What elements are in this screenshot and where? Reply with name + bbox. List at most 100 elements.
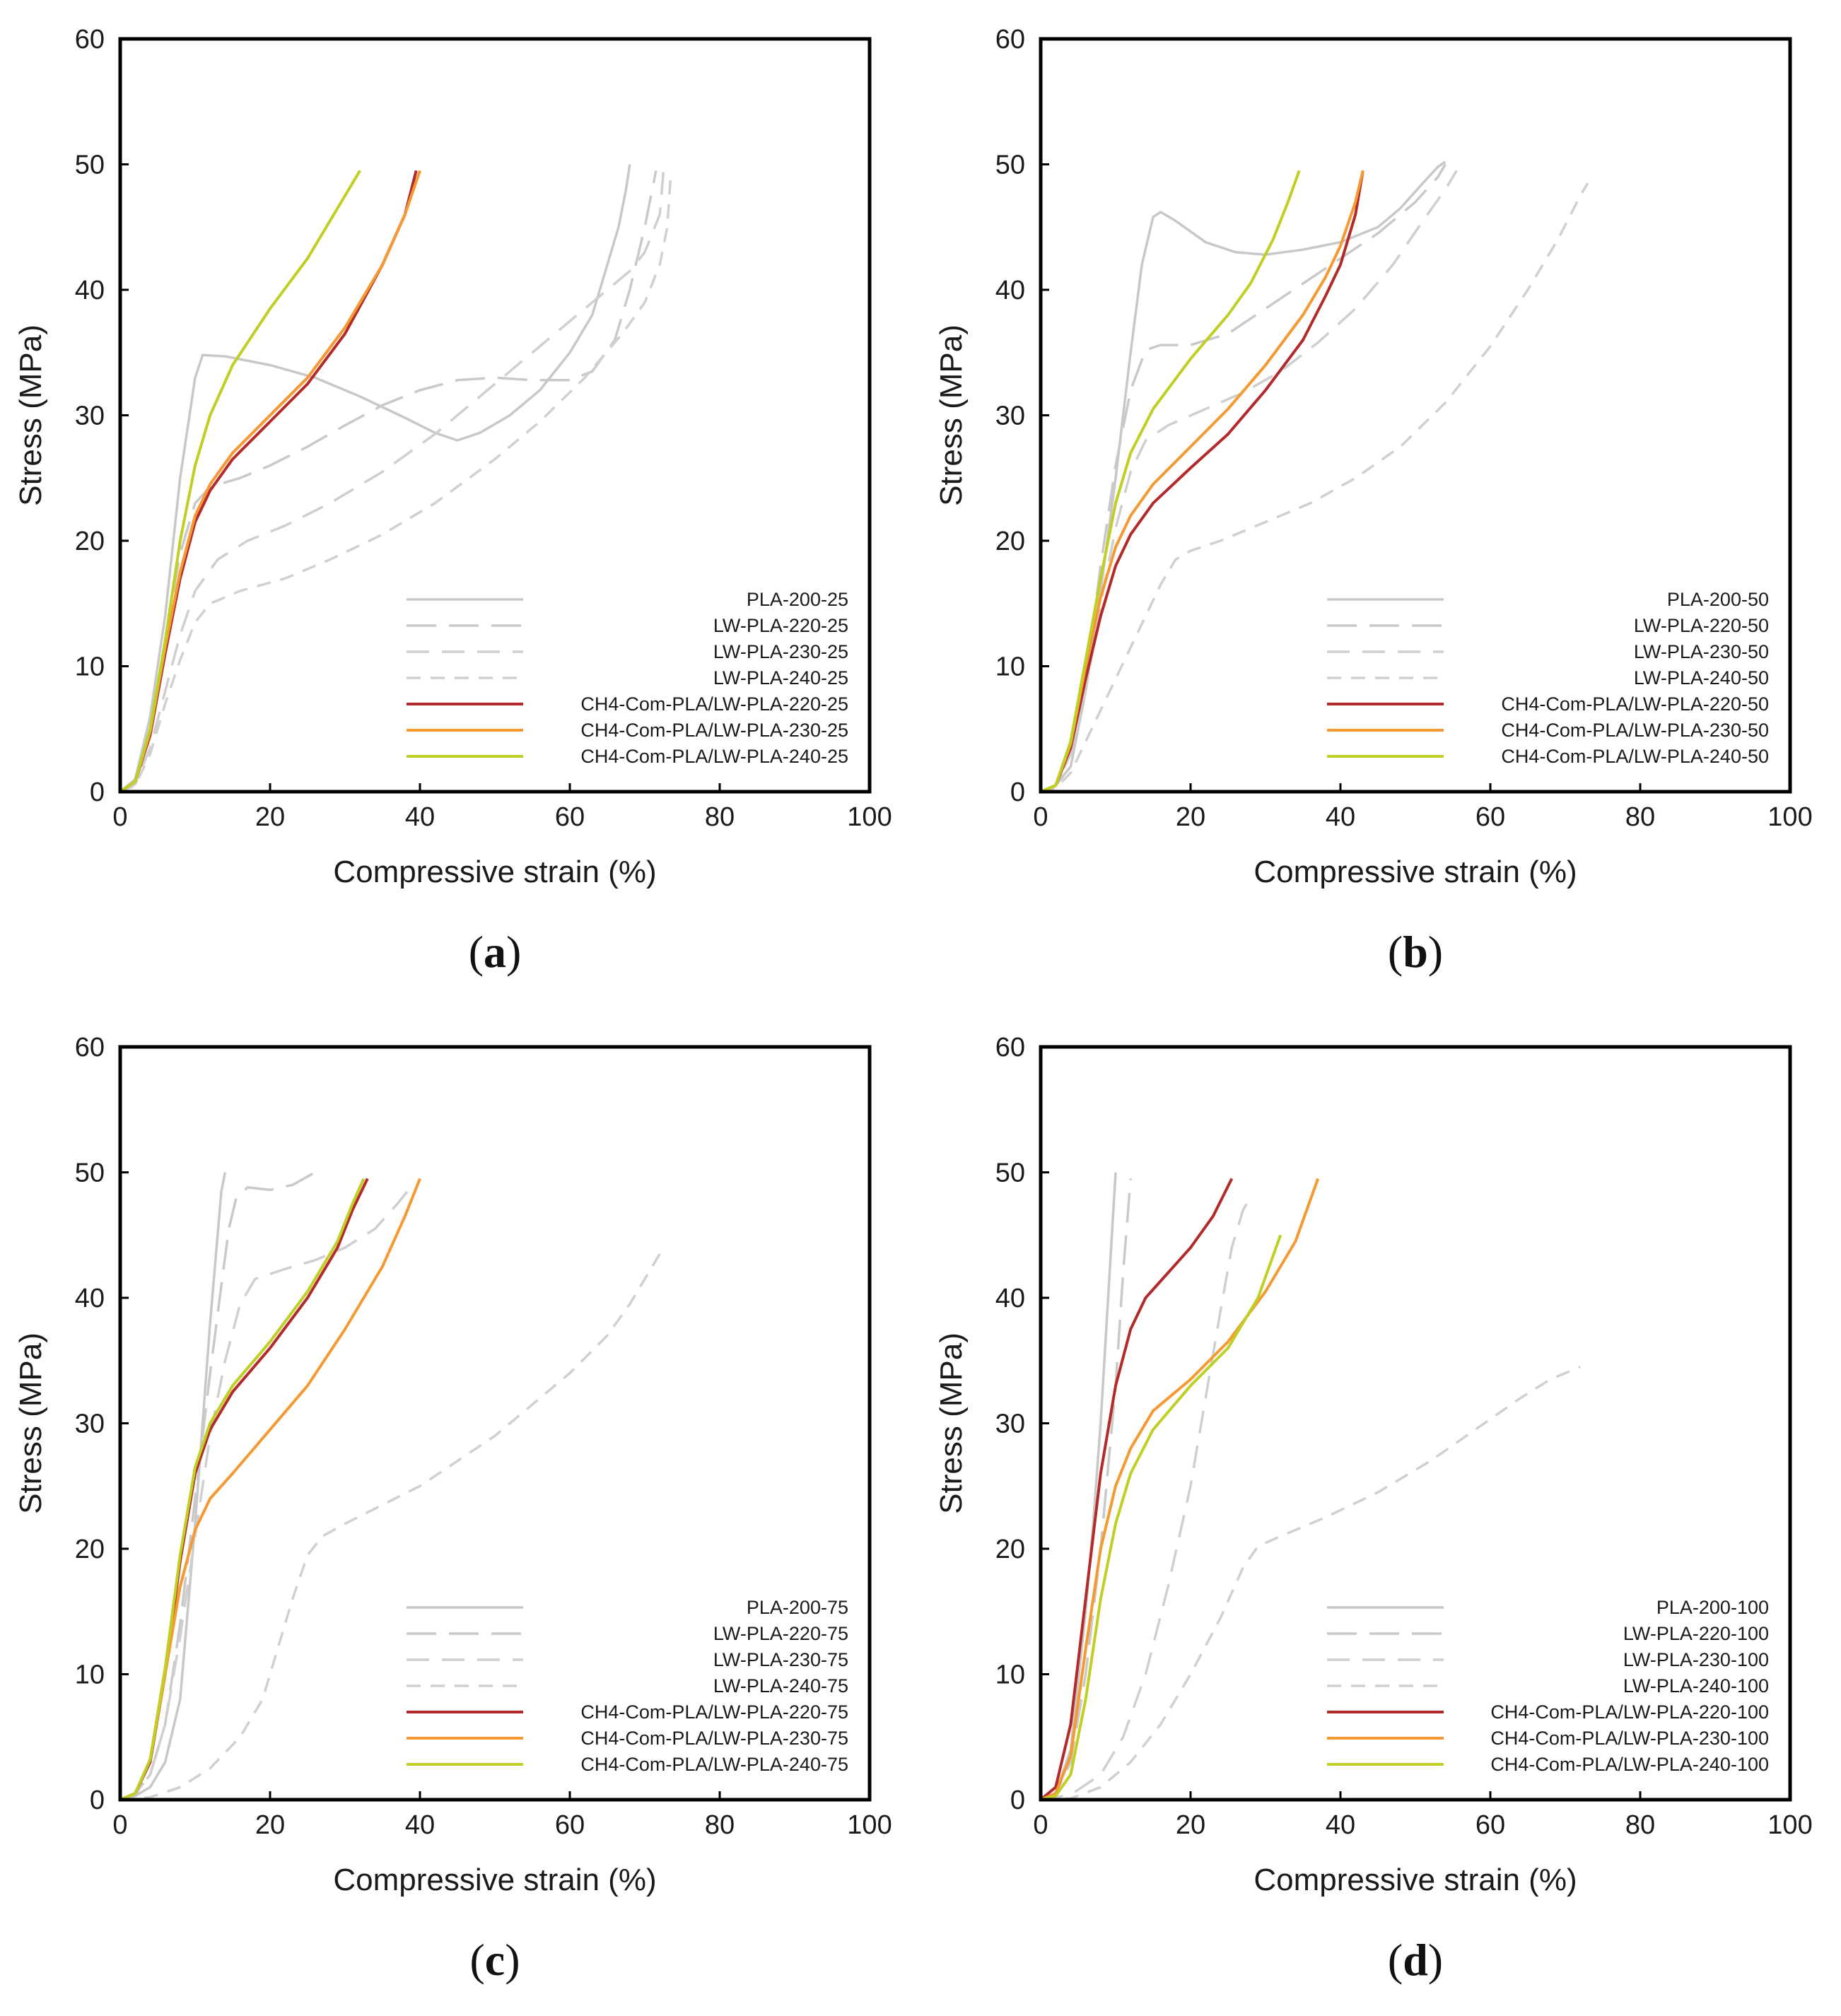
chart-panel-a: 0 20 40 60 80 100 0 10 20 30 40 50 60 Compressive str… (13, 25, 892, 977)
x-tick-label: 0 (112, 1810, 127, 1840)
x-tick-label: 100 (847, 802, 892, 832)
x-tick-label: 20 (1176, 1810, 1205, 1840)
y-tick-label: 20 (75, 1535, 105, 1564)
chart-panel-b: 0 20 40 60 80 100 0 10 20 30 40 50 60 Compressive str… (934, 25, 1813, 977)
x-tick-label: 40 (1326, 802, 1355, 832)
y-tick-label: 0 (90, 778, 105, 807)
legend-label: LW-PLA-230-100 (1623, 1649, 1769, 1670)
series-line-ch4-com-pla-lw-pla-240-75 (120, 1178, 366, 1800)
x-axis-label: Compressive strain (%) (1253, 855, 1577, 889)
x-tick-label: 100 (847, 1810, 892, 1840)
x-tick-label: 80 (1625, 802, 1655, 832)
series-group (1041, 160, 1589, 792)
x-tick-label: 100 (1767, 802, 1812, 832)
y-tick-label: 20 (995, 1535, 1025, 1564)
y-axis-label: Stress (MPa) (934, 324, 969, 506)
x-tick-label: 20 (1176, 802, 1205, 832)
x-tick-label: 60 (1475, 1810, 1505, 1840)
legend-label: CH4-Com-PLA/LW-PLA-230-50 (1501, 720, 1769, 741)
legend-label: LW-PLA-230-75 (713, 1649, 848, 1670)
y-tick-label: 10 (75, 1660, 105, 1690)
legend-label: LW-PLA-240-100 (1623, 1675, 1769, 1696)
x-tick-label: 60 (1475, 802, 1505, 832)
series-group (1041, 1172, 1581, 1800)
series-line-lw-pla-240-25 (120, 170, 672, 792)
series-line-ch4-com-pla-lw-pla-220-50 (1041, 170, 1364, 792)
x-tick-label: 80 (705, 1810, 735, 1840)
panel-label: (c) (469, 1935, 520, 1985)
legend-label: CH4-Com-PLA/LW-PLA-230-25 (580, 720, 848, 741)
legend-label: CH4-Com-PLA/LW-PLA-220-50 (1501, 693, 1769, 715)
legend-label: CH4-Com-PLA/LW-PLA-230-100 (1490, 1728, 1769, 1749)
legend-label: CH4-Com-PLA/LW-PLA-240-25 (580, 746, 848, 767)
series-group (120, 1171, 661, 1800)
series-line-lw-pla-230-75 (120, 1184, 414, 1800)
x-axis-label: Compressive strain (%) (1253, 1863, 1577, 1897)
series-line-pla-200-75 (120, 1172, 227, 1800)
y-tick-label: 60 (75, 1033, 105, 1062)
legend-label: LW-PLA-230-25 (713, 641, 848, 662)
legend: PLA-200-50 LW-PLA-220-50 LW-PLA-230-50 LW-P… (1327, 589, 1769, 767)
x-tick-label: 0 (112, 802, 127, 832)
x-tick-label: 0 (1033, 802, 1048, 832)
series-line-ch4-com-pla-lw-pla-220-75 (120, 1178, 369, 1800)
legend-label: LW-PLA-220-25 (713, 615, 848, 636)
legend-label: PLA-200-100 (1656, 1597, 1769, 1618)
series-line-lw-pla-240-75 (120, 1253, 661, 1800)
panel-letter: c (485, 1935, 505, 1985)
legend-label: CH4-Com-PLA/LW-PLA-220-25 (580, 693, 848, 715)
series-line-ch4-com-pla-lw-pla-230-25 (120, 170, 421, 792)
y-tick-label: 40 (995, 1284, 1025, 1313)
series-line-ch4-com-pla-lw-pla-240-100 (1041, 1234, 1282, 1800)
x-tick-label: 20 (255, 802, 285, 832)
x-tick-label: 40 (405, 802, 435, 832)
series-line-ch4-com-pla-lw-pla-240-25 (120, 170, 361, 792)
panel-label: (b) (1388, 927, 1443, 977)
x-axis-label: Compressive strain (%) (333, 855, 656, 889)
series-line-ch4-com-pla-lw-pla-220-25 (120, 170, 418, 792)
y-tick-label: 0 (90, 1786, 105, 1815)
x-axis-label: Compressive strain (%) (333, 1863, 656, 1897)
y-tick-label: 0 (1010, 778, 1025, 807)
y-tick-label: 30 (75, 402, 105, 431)
y-tick-label: 50 (995, 1159, 1025, 1188)
legend: PLA-200-25 LW-PLA-220-25 LW-PLA-230-25 LW-P… (407, 589, 848, 767)
x-tick-label: 100 (1767, 1810, 1812, 1840)
y-axis-label: Stress (MPa) (13, 324, 48, 506)
series-line-ch4-com-pla-lw-pla-230-50 (1041, 170, 1364, 792)
legend-label: LW-PLA-220-75 (713, 1623, 848, 1644)
panel-label: (d) (1388, 1935, 1443, 1985)
panel-letter: d (1403, 1935, 1428, 1985)
y-tick-label: 60 (995, 1033, 1025, 1062)
y-tick-label: 40 (995, 276, 1025, 305)
chart-panel-c: 0 20 40 60 80 100 0 10 20 30 40 50 60 Compressive str… (13, 1033, 892, 1985)
series-line-lw-pla-220-75 (120, 1171, 316, 1800)
legend-label: LW-PLA-230-50 (1634, 641, 1769, 662)
y-tick-label: 10 (995, 652, 1025, 682)
y-tick-label: 40 (75, 276, 105, 305)
x-tick-label: 60 (555, 1810, 585, 1840)
series-line-pla-200-50 (1041, 160, 1446, 792)
legend-label: PLA-200-75 (747, 1597, 848, 1618)
y-tick-label: 30 (995, 1410, 1025, 1439)
panel-letter: a (484, 927, 506, 977)
panel-letter: b (1403, 927, 1428, 977)
series-line-lw-pla-230-100 (1041, 1197, 1252, 1800)
series-line-lw-pla-220-25 (120, 170, 658, 792)
y-tick-label: 60 (995, 25, 1025, 54)
x-tick-label: 80 (1625, 1810, 1655, 1840)
legend-label: LW-PLA-220-50 (1634, 615, 1769, 636)
series-line-ch4-com-pla-lw-pla-230-75 (120, 1178, 421, 1800)
legend: PLA-200-100 LW-PLA-220-100 LW-PLA-230-100 L… (1327, 1597, 1769, 1775)
y-tick-label: 50 (75, 151, 105, 180)
series-line-ch4-com-pla-lw-pla-240-50 (1041, 170, 1301, 792)
series-line-lw-pla-230-50 (1041, 170, 1458, 792)
legend-label: CH4-Com-PLA/LW-PLA-240-50 (1501, 746, 1769, 767)
y-tick-label: 10 (75, 652, 105, 682)
legend-label: CH4-Com-PLA/LW-PLA-220-100 (1490, 1701, 1769, 1723)
y-tick-label: 60 (75, 25, 105, 54)
series-line-ch4-com-pla-lw-pla-230-100 (1041, 1178, 1320, 1800)
series-group (120, 164, 672, 792)
y-tick-label: 0 (1010, 1786, 1025, 1815)
y-tick-label: 40 (75, 1284, 105, 1313)
